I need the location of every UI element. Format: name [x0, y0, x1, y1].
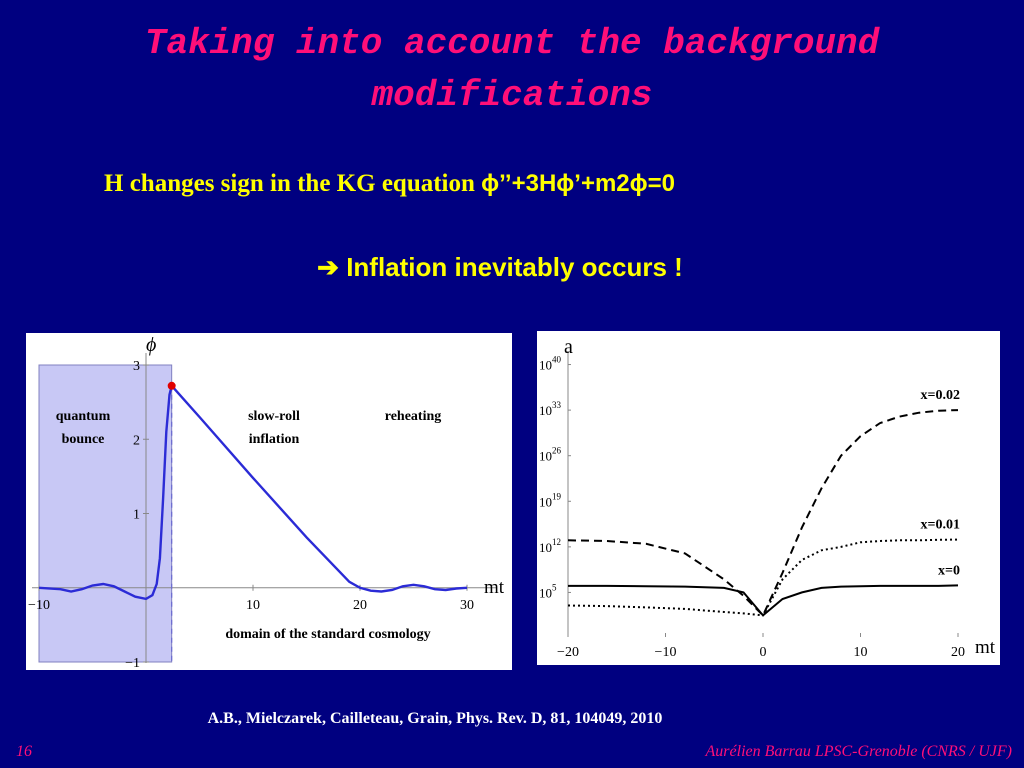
y-tick-label: 2	[133, 433, 140, 448]
title-line-1: Taking into account the background	[144, 23, 880, 64]
bounce-label-line2: bounce	[62, 432, 105, 447]
inflation-text: Inflation inevitably occurs !	[338, 252, 683, 282]
phi-chart: −10 10 20 30 −1 1 2 3 ϕ mt quantum bounce slow-…	[28, 334, 505, 671]
phi-chart-panel: −10 10 20 30 −1 1 2 3 ϕ mt quantum bounce slow-…	[26, 333, 512, 671]
series-line-dashed	[567, 409, 959, 618]
y-tick-label: 105	[539, 582, 557, 600]
series-label: x=0.02	[921, 388, 960, 403]
x-tick-label: 20	[353, 598, 367, 613]
legend-group: x=0.02 x=0.01 x=0	[921, 388, 960, 578]
series-line-dotted	[567, 538, 959, 617]
series-line-solid	[568, 584, 959, 617]
arrow-icon: ➔	[317, 252, 339, 282]
reheating-label: reheating	[385, 409, 442, 424]
y-axis-label: a	[564, 336, 573, 358]
citation: A.B., Mielczarek, Cailleteau, Grain, Phy…	[207, 710, 663, 727]
bounce-end-marker	[167, 381, 176, 390]
domain-label: domain of the standard cosmology	[225, 627, 430, 642]
tick-group: −20 −10 0 10 20 1040 1033 1026 1019 1012 105	[539, 355, 965, 660]
phi-curve	[38, 383, 468, 601]
y-tick-label: −1	[125, 656, 140, 670]
slide-number: 16	[16, 743, 32, 760]
bounce-region	[38, 364, 173, 663]
y-tick-label: 1026	[539, 446, 562, 464]
y-tick-label: 1019	[539, 491, 562, 509]
y-tick-label: 1033	[539, 400, 562, 418]
slowroll-label-line1: slow-roll	[248, 409, 300, 424]
y-axis-label: ϕ	[146, 334, 156, 356]
tick-group: −10 10 20 30 −1 1 2 3	[28, 359, 474, 671]
x-tick-label: 20	[951, 645, 965, 660]
bounce-label-line1: quantum	[56, 409, 111, 424]
kg-statement: H changes sign in the KG equation ϕ’’+3H…	[104, 170, 675, 198]
slide-title: Taking into account the background modif…	[0, 18, 1024, 122]
x-tick-label: −10	[28, 598, 50, 613]
y-tick-label: 3	[133, 359, 140, 374]
series-group	[567, 409, 959, 618]
scale-factor-chart-panel: −20 −10 0 10 20 1040 1033 1026 1019 1012 105 a mt …	[537, 331, 1000, 665]
kg-equation: ϕ’’+3Hϕ’+m2ϕ=0	[481, 170, 675, 197]
x-axis-label: mt	[484, 577, 505, 598]
author-footer: Aurélien Barrau LPSC-Grenoble (CNRS / UJ…	[705, 743, 1012, 760]
kg-text: H changes sign in the KG equation	[104, 170, 482, 197]
x-tick-label: −10	[655, 645, 677, 660]
title-line-2: modifications	[371, 75, 653, 116]
series-label: x=0.01	[921, 518, 960, 533]
x-axis-label: mt	[975, 637, 996, 658]
x-tick-label: 10	[854, 645, 868, 660]
y-tick-label: 1012	[539, 537, 561, 555]
x-tick-label: 30	[460, 598, 474, 613]
slowroll-label-line2: inflation	[249, 432, 300, 447]
x-tick-label: −20	[557, 645, 579, 660]
y-tick-label: 1	[133, 508, 140, 523]
series-label: x=0	[938, 563, 960, 578]
inflation-statement: ➔ Inflation inevitably occurs !	[0, 252, 1000, 283]
y-tick-label: 1040	[539, 355, 562, 373]
x-tick-label: 0	[760, 645, 767, 660]
x-tick-label: 10	[246, 598, 260, 613]
